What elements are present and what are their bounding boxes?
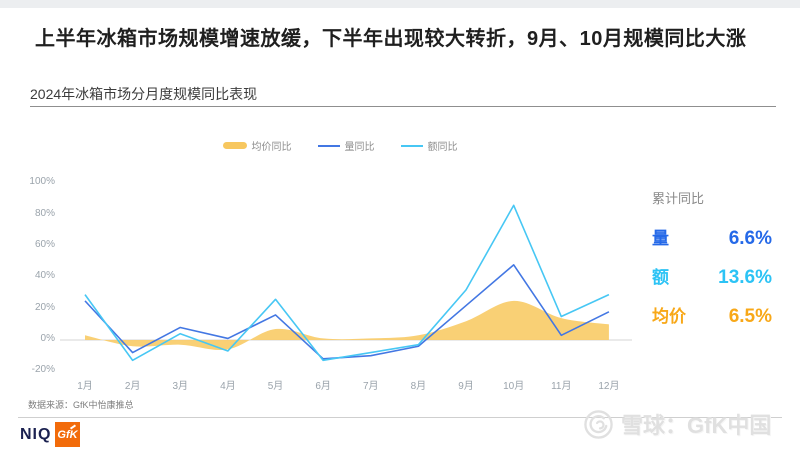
- y-axis-label: 40%: [34, 270, 55, 282]
- x-axis-label: 4月: [220, 381, 236, 392]
- x-axis-label: 6月: [315, 381, 331, 392]
- x-axis-label: 1月: [77, 381, 93, 392]
- legend-label: 额同比: [427, 142, 458, 153]
- page-title: 上半年冰箱市场规模增速放缓，下半年出现较大转折，9月、10月规模同比大涨: [35, 28, 747, 50]
- legend-item-均价同比[interactable]: 均价同比: [222, 138, 292, 153]
- x-axis-label: 5月: [267, 381, 284, 392]
- x-axis-label: 9月: [458, 381, 474, 392]
- summary-value: 6.6%: [728, 228, 772, 249]
- watermark: 雪球：GfK中国: [583, 408, 771, 440]
- x-axis-label: 3月: [172, 381, 189, 392]
- x-axis-label: 12月: [598, 381, 620, 392]
- summary-panel-title: 累计同比: [652, 191, 705, 206]
- summary-value: 13.6%: [718, 267, 772, 288]
- series-line-额同比: [84, 204, 610, 362]
- y-axis-label: 0%: [40, 333, 55, 344]
- y-axis-label: 100%: [29, 176, 55, 188]
- legend-swatch-icon: [400, 144, 423, 147]
- footer-divider: [18, 417, 782, 418]
- summary-row-avgprice: 均价 6.5%: [652, 302, 772, 328]
- chart-subtitle: 2024年冰箱市场分月度规模同比表现: [30, 86, 258, 102]
- summary-label: 额: [652, 268, 669, 287]
- legend-label: 量同比: [344, 142, 375, 153]
- legend-item-额同比[interactable]: 额同比: [400, 138, 458, 153]
- top-border: [0, 0, 800, 8]
- legend-swatch-icon: [317, 144, 340, 147]
- data-source-note: 数据来源：GfK中怡康推总: [28, 400, 134, 410]
- summary-row-value: 额 13.6%: [652, 263, 772, 289]
- legend-label: 均价同比: [251, 142, 292, 153]
- y-axis-label: 60%: [34, 239, 55, 251]
- x-axis-label: 8月: [410, 381, 427, 392]
- watermark-text: 雪球：GfK中国: [621, 413, 772, 438]
- series-area-均价同比: [85, 300, 609, 350]
- legend-item-量同比[interactable]: 量同比: [317, 138, 375, 153]
- gfk-logo-label: GfK: [57, 428, 78, 441]
- legend-swatch-icon: [222, 142, 247, 149]
- x-axis-label: 7月: [362, 381, 379, 392]
- summary-row-volume: 量 6.6%: [652, 224, 772, 250]
- x-axis-label: 11月: [551, 381, 572, 392]
- subtitle-rule: [30, 106, 776, 107]
- y-axis-label: 80%: [34, 207, 55, 219]
- xueqiu-logo-icon: [584, 409, 613, 439]
- trend-chart: [60, 204, 632, 362]
- x-axis-label: 10月: [503, 381, 525, 392]
- x-axis-label: 2月: [124, 381, 141, 392]
- niq-logo: NIQ: [20, 426, 52, 443]
- summary-label: 均价: [652, 307, 686, 326]
- y-axis-label: -20%: [31, 364, 55, 376]
- summary-label: 量: [652, 229, 669, 248]
- y-axis-label: 20%: [34, 301, 55, 313]
- summary-value: 6.5%: [728, 306, 772, 327]
- chart-legend: 均价同比 量同比 额同比: [40, 138, 640, 153]
- gfk-logo: GfK: [55, 422, 80, 447]
